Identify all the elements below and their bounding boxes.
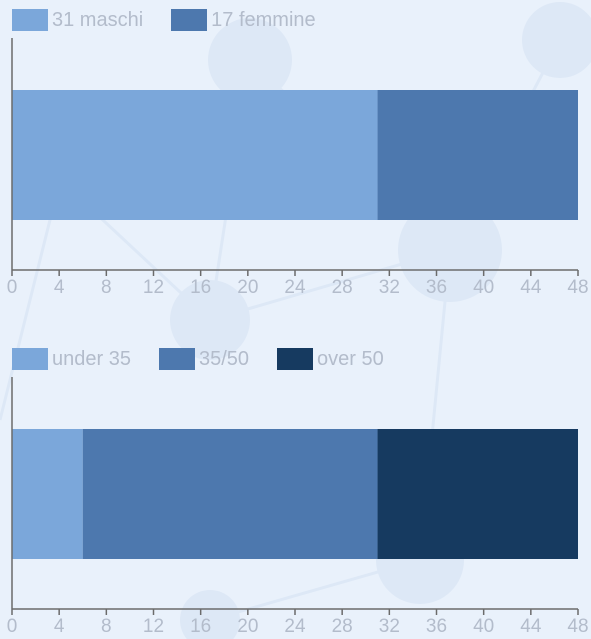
- age-chart-legend: under 35 35/50 over 50: [12, 347, 412, 371]
- legend-label-maschi: 31 maschi: [52, 8, 144, 31]
- x-tick-label: 4: [54, 616, 65, 637]
- legend-label-under-35: under 35: [52, 347, 131, 370]
- legend-label-35-50: 35/50: [198, 347, 250, 370]
- x-tick-label: 28: [332, 277, 353, 298]
- age-chart-plot: 0 4 8 12 16 20 24 28 32 36 40 44 48: [7, 377, 589, 637]
- x-tick-label: 48: [567, 616, 588, 637]
- x-tick-label: 32: [379, 616, 400, 637]
- x-tick-label: 40: [473, 277, 494, 298]
- gender-chart: 0 4 8 12 16 20 24 28 32 36 40 44 48 31 maschi 17 fem…: [0, 0, 591, 300]
- bar-segment-2: [377, 429, 578, 559]
- age-chart: 0 4 8 12 16 20 24 28 32 36 40 44 48 under 35 35/50 o…: [0, 339, 591, 639]
- x-tick-label: 44: [520, 277, 542, 298]
- bar-segment-1: [377, 90, 578, 220]
- x-tick-label: 16: [190, 616, 211, 637]
- legend-swatch: [158, 348, 195, 370]
- bar-segment-1: [82, 429, 378, 559]
- x-tick-label: 16: [190, 277, 211, 298]
- legend-swatch: [171, 9, 208, 31]
- x-tick-label: 48: [567, 277, 588, 298]
- x-tick-label: 44: [520, 616, 542, 637]
- bar-segment-0: [12, 429, 83, 559]
- gender-chart-legend: 31 maschi 17 femmine: [12, 8, 344, 32]
- legend-swatch: [277, 348, 314, 370]
- x-tick-label: 12: [143, 277, 164, 298]
- x-tick-label: 40: [473, 616, 494, 637]
- gender-chart-plot: 0 4 8 12 16 20 24 28 32 36 40 44 48: [7, 38, 589, 298]
- x-tick-label: 24: [284, 616, 306, 637]
- legend-swatch: [12, 9, 48, 31]
- legend-label-over-50: over 50: [317, 347, 384, 370]
- x-tick-label: 4: [54, 277, 65, 298]
- x-tick-label: 0: [7, 616, 18, 637]
- legend-item-femmine: 17 femmine: [171, 9, 316, 32]
- legend-swatch: [12, 348, 48, 370]
- legend-label-femmine: 17 femmine: [211, 8, 316, 31]
- legend-item-maschi: 31 maschi: [12, 9, 143, 32]
- x-tick-label: 32: [379, 277, 400, 298]
- legend-item-under-35: under 35: [12, 348, 131, 371]
- x-tick-label: 8: [101, 616, 112, 637]
- x-tick-label: 28: [332, 616, 353, 637]
- x-tick-label: 0: [7, 277, 18, 298]
- x-tick-label: 20: [237, 277, 258, 298]
- x-tick-label: 36: [426, 277, 447, 298]
- x-tick-label: 12: [143, 616, 164, 637]
- x-tick-label: 20: [237, 616, 258, 637]
- bar-segment-0: [12, 90, 378, 220]
- legend-item-35-50: 35/50: [158, 347, 250, 371]
- legend-item-over-50: over 50: [277, 348, 384, 371]
- x-tick-label: 24: [284, 277, 306, 298]
- x-tick-label: 8: [101, 277, 112, 298]
- x-tick-label: 36: [426, 616, 447, 637]
